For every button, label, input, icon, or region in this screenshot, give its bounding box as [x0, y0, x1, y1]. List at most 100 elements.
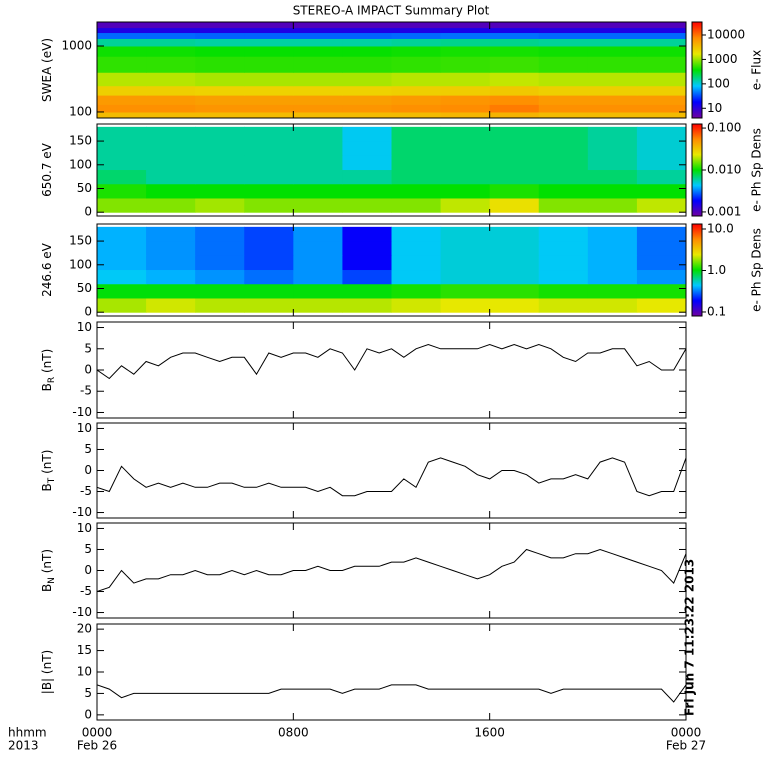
heatmap-cell: [195, 126, 245, 142]
heatmap-cell: [195, 155, 245, 171]
heatmap-cell: [195, 22, 245, 29]
heatmap-cell: [146, 126, 196, 142]
heatmap-cell: [146, 111, 196, 118]
colorbar-tick-label: 1.0: [707, 263, 726, 277]
heatmap-cell: [391, 283, 442, 299]
heatmap-cell: [538, 269, 589, 285]
heatmap-cell: [342, 241, 392, 256]
heatmap-cell: [391, 183, 442, 199]
colorbar-tick-label: 0.100: [707, 121, 741, 135]
y-tick-label: 150: [69, 134, 92, 148]
heatmap-cell: [146, 226, 196, 242]
x-tick-label: 0000: [671, 726, 702, 740]
heatmap-cell: [636, 283, 686, 299]
data-line: [97, 684, 686, 703]
heatmap-cell: [587, 72, 638, 87]
heatmap-cell: [293, 255, 343, 271]
heatmap-cell: [391, 169, 442, 185]
heatmap-cell: [244, 183, 294, 199]
y-tick-label: 5: [84, 542, 92, 556]
heatmap-cell: [538, 32, 589, 39]
heatmap-cell: [146, 72, 196, 87]
heatmap-cell: [293, 155, 343, 171]
y-axis-label-part: 246.6 eV: [40, 242, 54, 297]
heatmap-cell: [391, 38, 442, 47]
heatmap-cell: [195, 141, 245, 156]
y-tick-label: 0: [84, 563, 92, 577]
heatmap-cell: [391, 45, 442, 57]
heatmap-cell: [440, 56, 491, 73]
heatmap-cell: [391, 95, 442, 105]
heatmap-cell: [636, 255, 686, 271]
y-tick-label: 0: [84, 305, 92, 319]
heatmap-cell: [244, 197, 294, 213]
heatmap-cell: [146, 197, 196, 213]
colorbar-tick-label: 0.1: [707, 304, 726, 318]
heatmap-cell: [440, 111, 491, 118]
heatmap-cell: [146, 22, 196, 29]
heatmap-cell: [342, 269, 392, 285]
heatmap-cell: [97, 126, 147, 142]
heatmap-cell: [391, 297, 442, 313]
heatmap-cell: [538, 72, 589, 87]
y-tick-label: 10: [77, 421, 92, 435]
heatmap-cell: [440, 269, 491, 285]
heatmap-cell: [195, 45, 245, 57]
heatmap-cell: [97, 95, 147, 105]
heatmap-cell: [244, 22, 294, 29]
heatmap-cell: [636, 32, 686, 39]
heatmap-cell: [97, 255, 147, 271]
heatmap-cell: [244, 241, 294, 256]
heatmap-cell: [489, 183, 540, 199]
heatmap-cell: [391, 104, 442, 113]
heatmap-cell: [538, 38, 589, 47]
y-tick-label: 15: [77, 643, 92, 657]
heatmap-cell: [195, 226, 245, 242]
heatmap-cell: [293, 111, 343, 118]
y-tick-label: 1000: [61, 38, 92, 52]
colorbar: [691, 21, 703, 119]
heatmap-cell: [342, 22, 392, 29]
heatmap-cell: [391, 155, 442, 171]
heatmap-cell: [195, 104, 245, 113]
heatmap-cell: [538, 255, 589, 271]
heatmap-cell: [342, 111, 392, 118]
data-line: [97, 548, 686, 592]
heatmap-cell: [587, 27, 638, 34]
colorbar-tick-label: 10000: [707, 27, 745, 41]
heatmap-cell: [342, 226, 392, 242]
heatmap-cell: [293, 72, 343, 87]
heatmap-cell: [489, 297, 540, 313]
heatmap-cell: [293, 38, 343, 47]
x-tick-label: 0800: [278, 726, 309, 740]
axis-row-label: 2013: [8, 739, 39, 753]
heatmap-cell: [293, 32, 343, 39]
panel-frame: [96, 21, 687, 119]
y-axis-label-part: B: [40, 584, 54, 592]
heatmap-cell: [342, 297, 392, 313]
heatmap-cell: [587, 32, 638, 39]
heatmap-cell: [244, 45, 294, 57]
heatmap-cell: [342, 255, 392, 271]
heatmap-cell: [146, 56, 196, 73]
heatmap-cell: [293, 45, 343, 57]
y-tick-label: 5: [84, 442, 92, 456]
heatmap-cell: [244, 72, 294, 87]
heatmap-cell: [538, 283, 589, 299]
heatmap-cell: [489, 104, 540, 113]
y-axis-label: BT (nT): [40, 450, 57, 492]
y-tick-label: 150: [69, 234, 92, 248]
heatmap-cell: [195, 255, 245, 271]
heatmap-cell: [97, 241, 147, 256]
heatmap-cell: [342, 141, 392, 156]
heatmap-cell: [489, 283, 540, 299]
heatmap-cell: [489, 255, 540, 271]
heatmap-cell: [146, 141, 196, 156]
heatmap-cell: [636, 169, 686, 185]
y-axis-label: 650.7 eV: [40, 142, 54, 197]
y-tick-label: 10: [77, 320, 92, 334]
heatmap-cell: [391, 126, 442, 142]
y-tick-label: -10: [72, 505, 92, 519]
heatmap-cell: [97, 32, 147, 39]
